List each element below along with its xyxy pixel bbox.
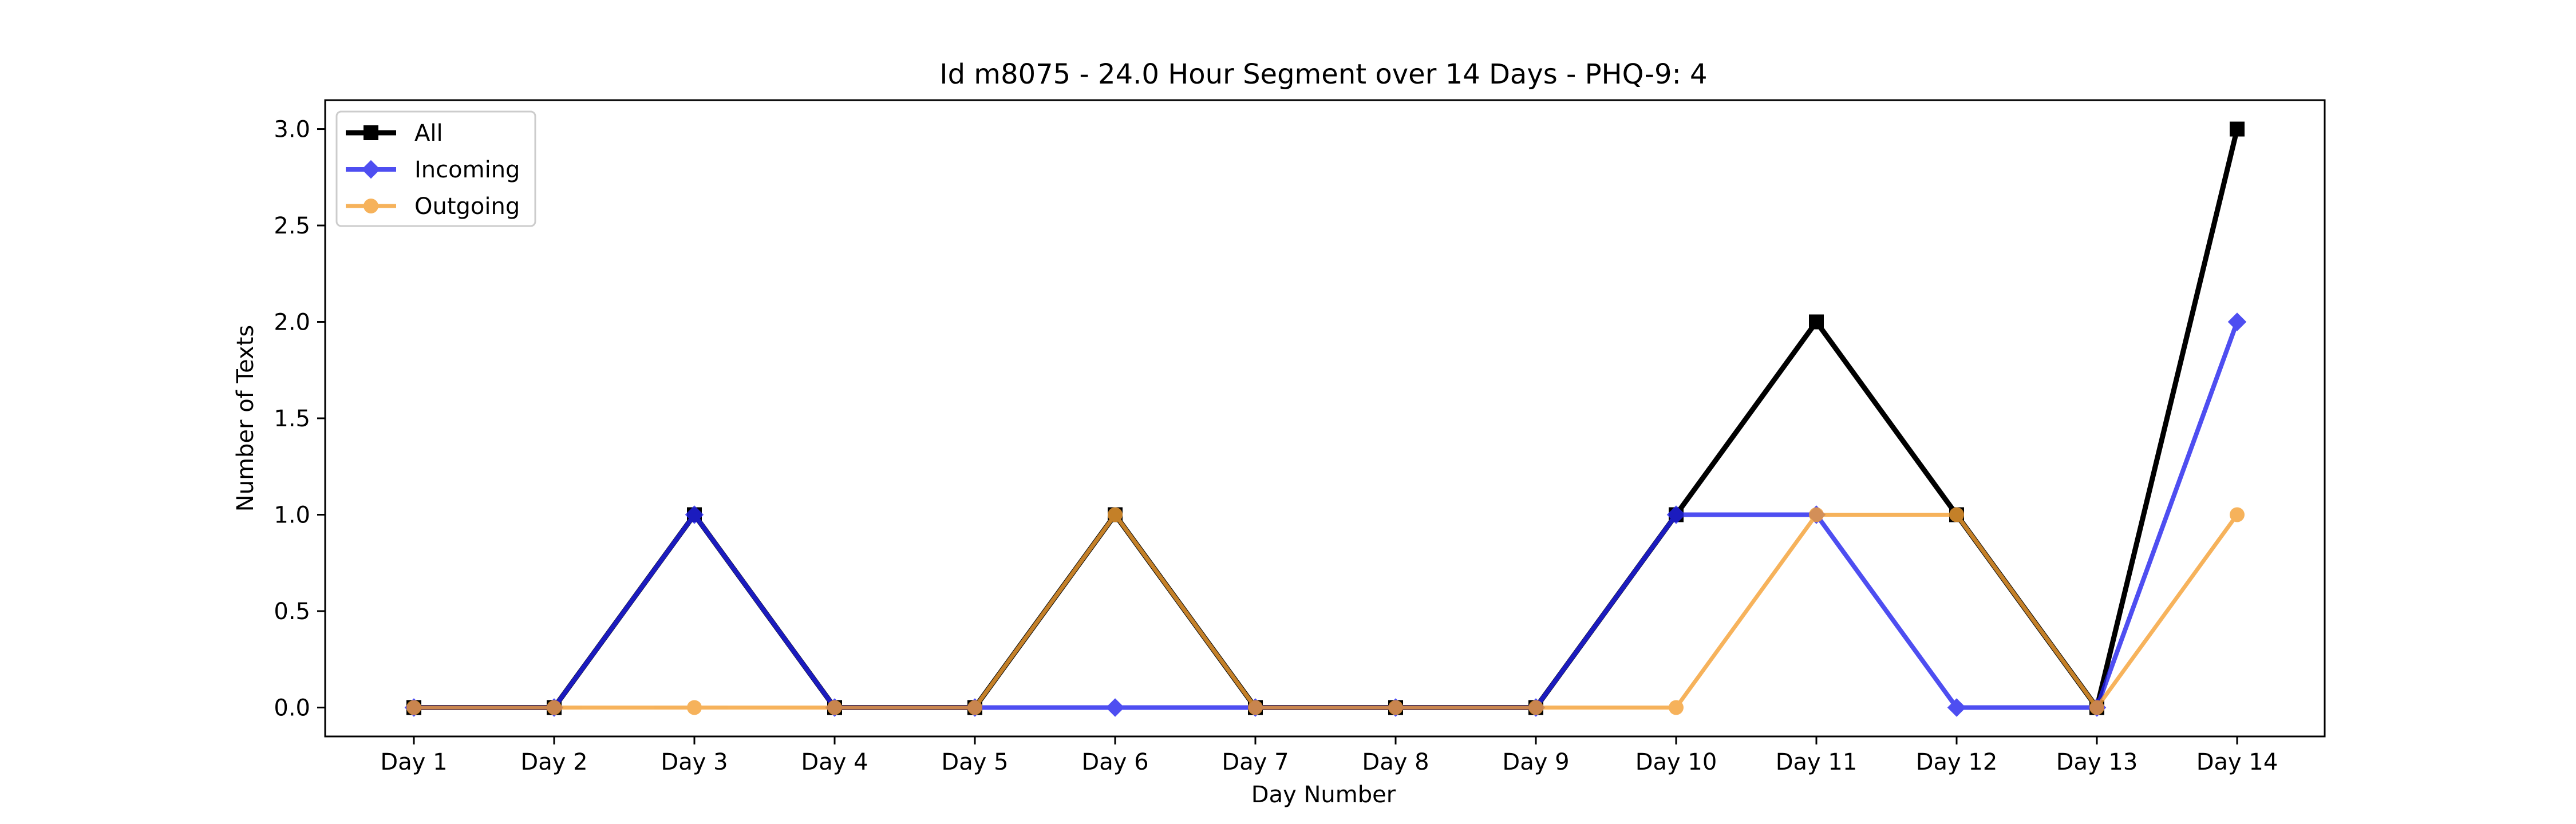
x-tick-label: Day 9	[1502, 749, 1569, 775]
data-point	[827, 700, 842, 715]
data-point	[406, 700, 421, 715]
data-point	[361, 160, 381, 179]
x-tick-label: Day 2	[520, 749, 587, 775]
data-point	[2089, 700, 2104, 715]
legend-label: Incoming	[414, 157, 520, 183]
data-point	[1947, 698, 1966, 717]
legend-box	[335, 110, 536, 227]
series-line	[414, 128, 2240, 710]
series-incoming	[404, 312, 2247, 717]
x-tick-label: Day 12	[1916, 749, 1998, 775]
series-all	[406, 121, 2245, 715]
x-tick-label: Day 1	[380, 749, 447, 775]
data-point	[547, 700, 562, 715]
y-tick-label: 1.0	[274, 502, 310, 528]
x-tick-label: Day 7	[1222, 749, 1289, 775]
data-point	[1105, 698, 1125, 717]
y-axis: 0.0 0.5 1.0 1.5 2.0 2.5 3.0	[274, 117, 325, 721]
data-point	[2230, 121, 2245, 137]
chart-title: Id m8075 - 24.0 Hour Segment over 14 Day…	[939, 58, 1707, 90]
data-point	[967, 700, 982, 715]
data-point	[1248, 700, 1263, 715]
x-tick-label: Day 10	[1635, 749, 1717, 775]
y-tick-label: 0.0	[274, 695, 310, 721]
data-point	[1388, 700, 1403, 715]
y-axis-label: Number of Texts	[232, 325, 259, 512]
legend-item	[346, 125, 396, 140]
series-layer	[404, 121, 2247, 717]
x-tick-label: Day 14	[2196, 749, 2278, 775]
legend: All Incoming Outgoing	[335, 110, 536, 227]
data-point	[1949, 507, 1964, 522]
x-axis: Day 1 Day 2 Day 3 Day 4 Day 5 Day 6 Day 7 Day 8…	[380, 736, 2278, 775]
legend-item	[346, 199, 396, 213]
data-point	[2230, 507, 2245, 522]
x-tick-label: Day 5	[941, 749, 1008, 775]
y-tick-label: 1.5	[274, 406, 310, 432]
data-point	[1666, 505, 1686, 524]
data-point	[1809, 507, 1824, 522]
x-tick-label: Day 11	[1776, 749, 1858, 775]
data-point	[364, 199, 378, 213]
x-tick-label: Day 6	[1081, 749, 1148, 775]
data-point	[685, 505, 704, 524]
data-point	[2227, 312, 2247, 331]
x-tick-label: Day 13	[2056, 749, 2138, 775]
x-tick-label: Day 4	[801, 749, 868, 775]
legend-item	[346, 160, 396, 179]
y-tick-label: 3.0	[274, 117, 310, 143]
y-tick-label: 2.5	[274, 213, 310, 239]
series-outgoing	[406, 507, 2245, 715]
legend-label: Outgoing	[414, 193, 520, 220]
data-point	[1108, 507, 1123, 522]
x-tick-label: Day 8	[1362, 749, 1429, 775]
y-tick-label: 2.0	[274, 310, 310, 336]
legend-label: All	[414, 120, 443, 146]
plot-frame	[324, 99, 2326, 738]
data-point	[1809, 314, 1824, 330]
y-tick-label: 0.5	[274, 599, 310, 625]
x-axis-label: Day Number	[1251, 782, 1396, 808]
x-tick-label: Day 3	[661, 749, 728, 775]
series-line	[414, 512, 2239, 710]
data-point	[1669, 700, 1684, 715]
data-point	[1528, 700, 1543, 715]
data-point	[687, 700, 702, 715]
data-point	[364, 125, 378, 140]
